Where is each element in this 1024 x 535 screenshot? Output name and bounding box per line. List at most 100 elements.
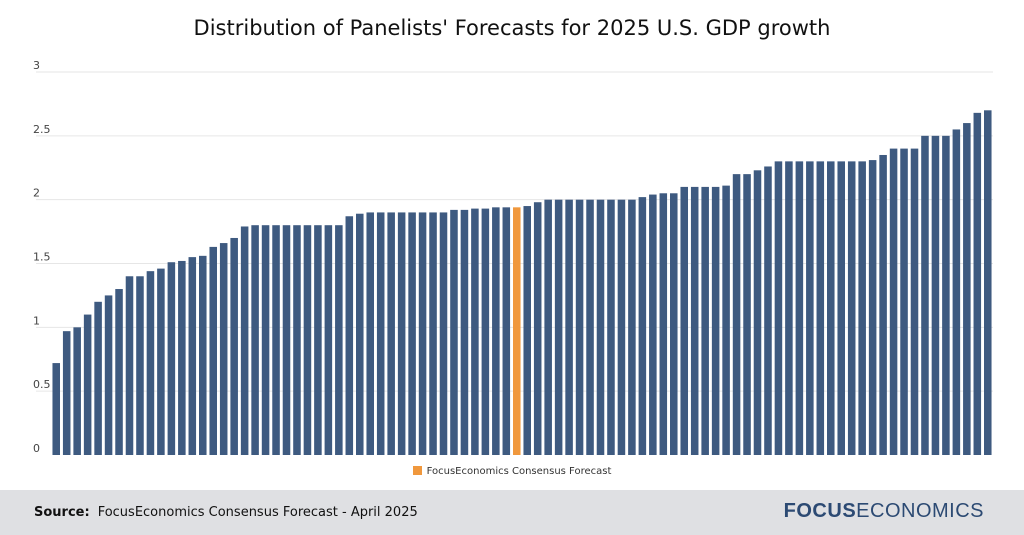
forecast-bar [481,208,490,455]
y-tick-label: 0.5 [33,378,51,391]
forecast-bar [188,257,197,455]
source: Source: FocusEconomics Consensus Forecast… [34,505,418,520]
forecast-bar [146,271,155,455]
forecast-bar [617,199,626,455]
forecast-bar [743,174,751,455]
forecast-bar [533,202,542,455]
forecast-bar [701,186,709,455]
forecast-bar [136,276,144,455]
forecast-bar [460,209,469,455]
forecast-bar [324,225,333,455]
forecast-bar [335,225,343,455]
forecast-bar [785,161,793,455]
forecast-bar [199,255,207,455]
forecast-bar [575,199,584,455]
forecast-bar [450,209,458,455]
y-tick-label: 1 [33,314,40,327]
forecast-bar [764,166,772,455]
forecast-bar [282,225,291,455]
forecast-bar [806,161,814,455]
forecast-bar [314,225,322,455]
forecast-bar [492,207,500,455]
forecast-bar [827,161,835,455]
forecast-bar [397,212,406,455]
forecast-bar [293,225,301,455]
forecast-bar [303,225,312,455]
chart-title: Distribution of Panelists' Forecasts for… [193,16,831,40]
forecast-bar [690,186,699,455]
forecast-bar [628,199,636,455]
forecast-bar [753,170,762,456]
forecast-bar [586,199,594,455]
forecast-bar [125,276,134,455]
source-text: FocusEconomics Consensus Forecast - Apri… [97,505,418,520]
forecast-bar [376,212,385,455]
logo-bold-text: FOCUS [783,500,857,522]
forecast-bar [429,212,437,455]
forecast-bar [73,327,81,455]
y-tick-label: 1.5 [33,251,51,264]
forecast-bar [837,161,846,455]
forecast-bar [868,160,877,455]
forecast-bar [272,225,280,455]
legend: FocusEconomics Consensus Forecast [0,466,1024,477]
forecast-bar [261,225,270,455]
forecast-bar [523,206,532,455]
forecast-bar [544,199,552,455]
forecast-bar [554,199,563,455]
consensus-bar [513,207,521,455]
forecast-bar [157,268,165,455]
legend-label: FocusEconomics Consensus Forecast [426,466,612,477]
forecast-bar [607,199,615,455]
forecast-bar [240,226,249,455]
forecast-bar [973,112,982,455]
forecast-bar [847,161,856,455]
forecast-bar [418,212,427,455]
forecast-bar [439,212,448,455]
source-label: Source: [34,505,90,520]
forecast-bar [471,208,479,455]
forecast-bar [251,225,259,455]
forecast-bar [670,193,678,455]
forecast-bar [230,237,238,455]
forecast-bar [502,207,511,455]
forecast-bar [649,194,657,455]
legend-swatch [412,466,422,475]
forecast-bar [366,212,375,455]
y-tick-label: 3 [33,59,40,72]
forecast-bar [680,186,689,455]
forecast-bar [565,199,573,455]
forecast-bar [62,331,71,455]
y-tick-label: 2.5 [33,123,51,136]
forecast-bar [921,135,929,455]
forecast-bar [858,161,866,455]
forecast-bar [356,213,364,455]
forecast-bar [711,186,720,455]
forecast-bar [209,246,218,455]
forecast-bar [984,110,992,456]
forecast-bar [963,123,971,455]
y-tick-label: 2 [33,187,40,200]
forecast-bar [931,135,940,455]
forecast-bar [942,135,950,455]
forecast-bar [722,185,730,455]
forecast-bar [83,314,92,455]
forecast-bar [345,216,354,455]
forecast-bar [104,295,113,455]
forecast-bar [596,199,605,455]
focuseconomics-logo: FOCUSECONOMICS [784,500,984,523]
forecast-bar [952,129,961,455]
forecast-bar [732,174,741,455]
forecast-bar [94,301,102,455]
forecast-bar [219,243,228,455]
logo-regular-text: ECONOMICS [856,500,984,522]
forecast-bar [816,161,825,455]
forecast-bar [178,260,186,455]
forecast-bar [387,212,395,455]
footer: Source: FocusEconomics Consensus Forecast… [0,490,1024,535]
forecast-bar [879,154,887,456]
forecast-bar [910,148,919,455]
y-tick-label: 0 [33,442,40,455]
forecast-bar [774,161,783,455]
